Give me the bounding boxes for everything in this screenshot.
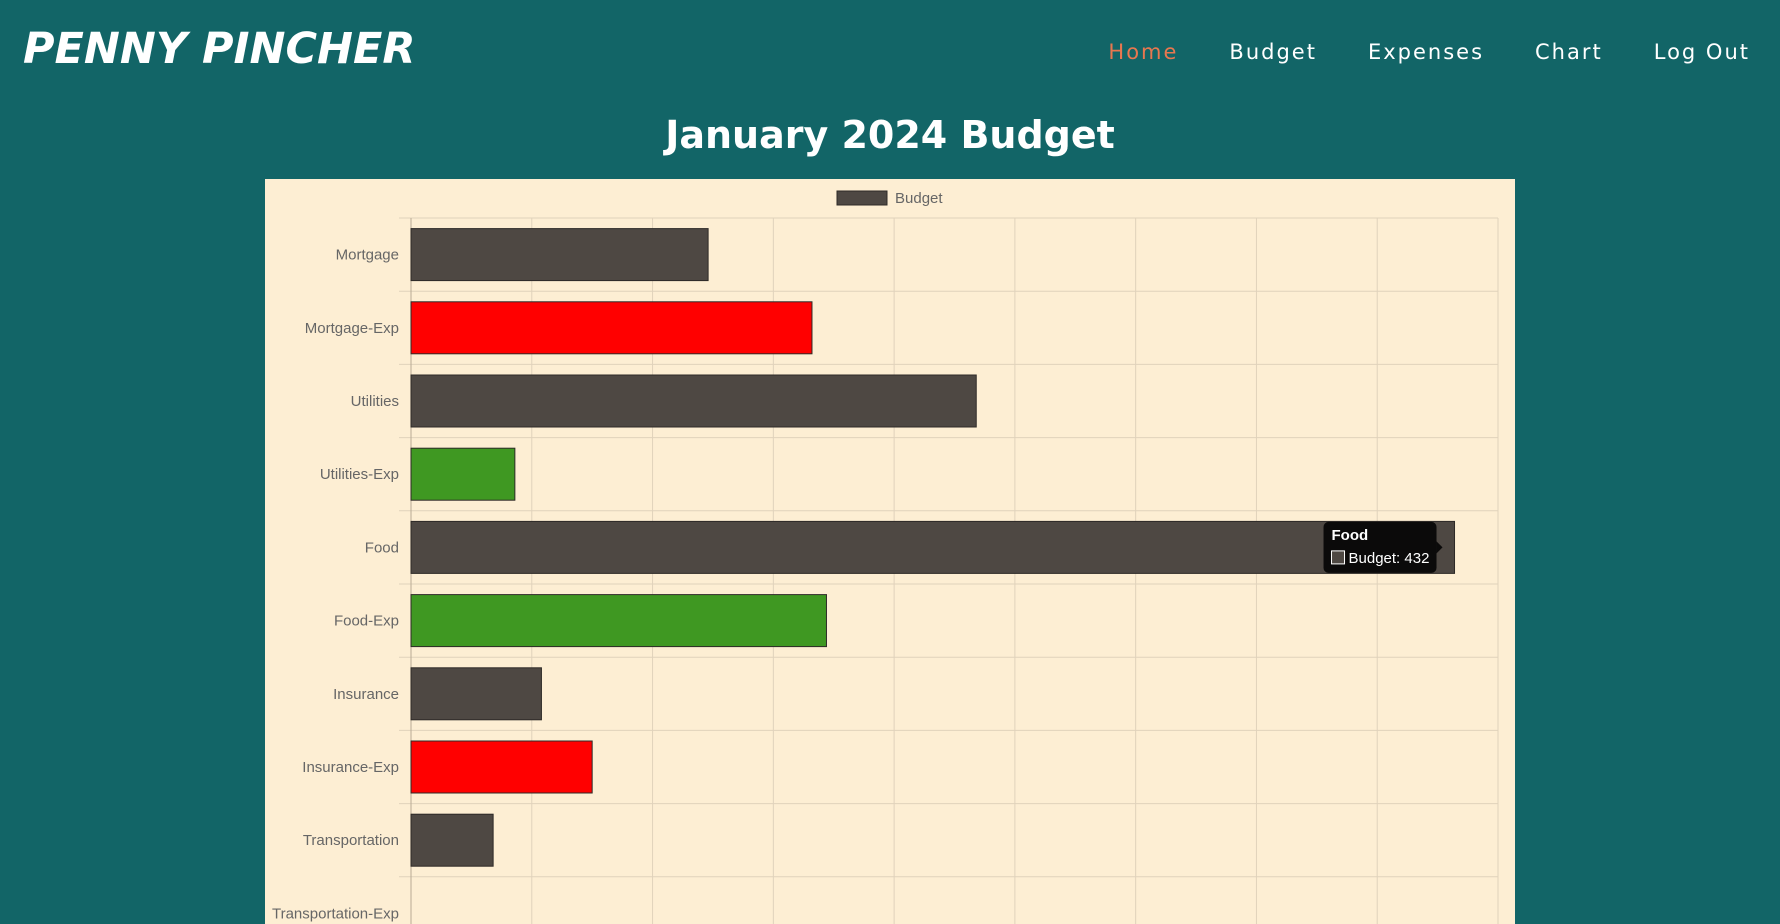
nav-link-chart[interactable]: Chart <box>1535 40 1603 64</box>
nav-link-log-out[interactable]: Log Out <box>1653 40 1750 64</box>
y-tick-label: Transportation-Exp <box>272 905 399 922</box>
y-tick-label: Utilities <box>351 393 399 410</box>
nav-link-expenses[interactable]: Expenses <box>1367 40 1485 64</box>
tooltip-caret <box>1436 541 1443 554</box>
nav-link-home[interactable]: Home <box>1108 40 1179 64</box>
main-nav: Home Budget Expenses Chart Log Out <box>1057 40 1750 64</box>
tooltip-body: Budget: 432 <box>1349 550 1430 567</box>
y-tick-label: Utilities-Exp <box>320 466 399 483</box>
bar-insurance <box>410 667 542 721</box>
budget-chart-panel: Budget Mortgage Mortgage-Exp Utilities Utili… <box>265 179 1515 924</box>
bar-transportation <box>410 813 494 867</box>
y-tick-label: Food <box>365 539 399 556</box>
y-tick-label: Food-Exp <box>334 613 399 630</box>
page-title: January 2024 Budget <box>665 113 1115 157</box>
y-tick-label: Insurance <box>333 686 399 703</box>
bar-insurance-exp <box>410 740 593 794</box>
bar-food <box>410 520 1456 574</box>
bar-utilities <box>410 374 977 428</box>
tooltip-title: Food <box>1332 527 1369 544</box>
budget-bar-chart: Budget Mortgage Mortgage-Exp Utilities Utili… <box>272 190 1499 924</box>
top-navigation-bar: PENNY PINCHER Home Budget Expenses Chart… <box>0 0 1780 100</box>
legend-swatch-budget <box>836 190 888 206</box>
tooltip-box <box>1323 521 1437 573</box>
bar-food-exp <box>410 594 827 648</box>
brand-logo[interactable]: PENNY PINCHER <box>23 24 416 74</box>
nav-link-budget[interactable]: Budget <box>1229 40 1317 64</box>
bar-utilities-exp <box>410 447 516 501</box>
bar-mortgage <box>410 228 709 282</box>
y-tick-label: Insurance-Exp <box>302 759 399 776</box>
y-tick-label: Mortgage-Exp <box>305 320 399 337</box>
bar-mortgage-exp <box>410 301 813 355</box>
legend-label-budget: Budget <box>895 190 943 207</box>
y-tick-label: Transportation <box>303 832 399 849</box>
tooltip-swatch <box>1331 550 1346 565</box>
y-tick-label: Mortgage <box>336 247 399 264</box>
